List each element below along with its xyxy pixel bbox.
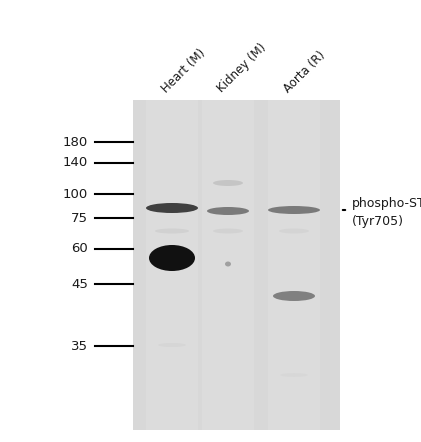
Ellipse shape bbox=[279, 229, 309, 233]
Ellipse shape bbox=[207, 207, 249, 215]
Text: 60: 60 bbox=[71, 243, 88, 255]
Text: 35: 35 bbox=[71, 339, 88, 353]
Ellipse shape bbox=[225, 262, 231, 267]
Text: 75: 75 bbox=[71, 212, 88, 225]
Ellipse shape bbox=[213, 229, 243, 233]
Ellipse shape bbox=[280, 373, 308, 377]
Bar bbox=[146, 100, 198, 430]
Ellipse shape bbox=[273, 291, 315, 301]
Ellipse shape bbox=[268, 206, 320, 214]
Bar bbox=[268, 100, 320, 430]
Text: 180: 180 bbox=[63, 136, 88, 149]
Ellipse shape bbox=[155, 229, 189, 233]
Text: 45: 45 bbox=[71, 278, 88, 290]
Ellipse shape bbox=[213, 180, 243, 186]
Ellipse shape bbox=[149, 245, 195, 271]
Ellipse shape bbox=[146, 203, 198, 213]
Text: phospho-STAT3: phospho-STAT3 bbox=[352, 198, 421, 210]
Text: Aorta (R): Aorta (R) bbox=[281, 48, 328, 95]
Text: Kidney (M): Kidney (M) bbox=[215, 41, 269, 95]
Bar bbox=[133, 100, 340, 430]
Bar bbox=[202, 100, 254, 430]
Text: (Tyr705): (Tyr705) bbox=[352, 214, 404, 228]
Text: 100: 100 bbox=[63, 187, 88, 201]
Text: Heart (M): Heart (M) bbox=[159, 46, 208, 95]
Ellipse shape bbox=[158, 343, 186, 347]
Text: 140: 140 bbox=[63, 156, 88, 169]
